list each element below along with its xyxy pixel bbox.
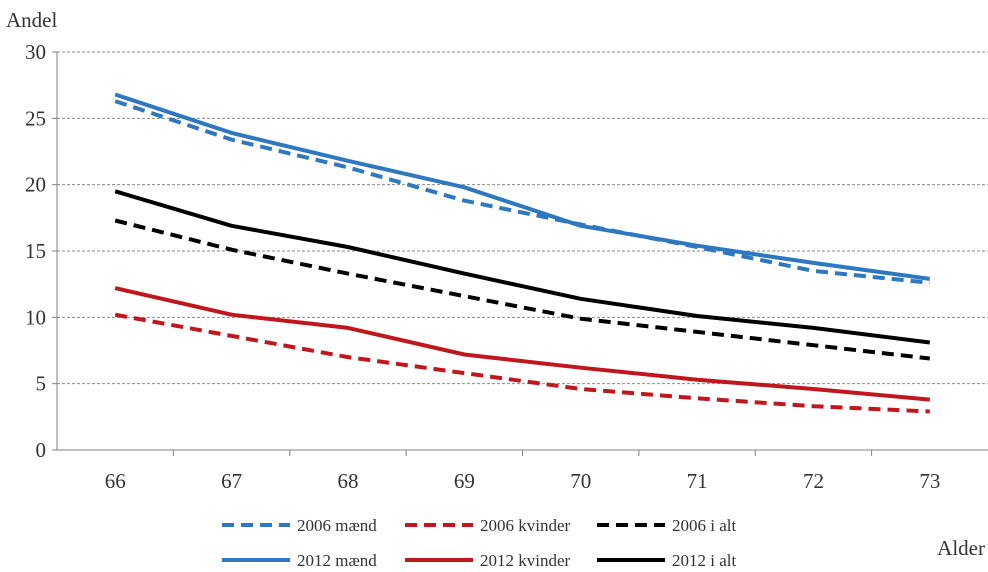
x-tick-labels: 66 67 68 69 70 71 72 73 bbox=[105, 469, 941, 493]
axes bbox=[52, 51, 988, 456]
y-tick-label: 20 bbox=[25, 173, 46, 197]
x-tick-label: 66 bbox=[105, 469, 126, 493]
x-tick-label: 71 bbox=[687, 469, 708, 493]
legend-label: 2012 kvinder bbox=[480, 551, 571, 570]
x-tick-label: 73 bbox=[919, 469, 940, 493]
series-lines bbox=[114, 92, 931, 414]
series-line-3 bbox=[114, 92, 931, 281]
y-tick-label: 10 bbox=[25, 305, 46, 329]
x-tick-label: 67 bbox=[221, 469, 242, 493]
x-tick-label: 68 bbox=[337, 469, 358, 493]
legend-label: 2012 i alt bbox=[672, 551, 736, 570]
legend-item: 2012 i alt bbox=[597, 551, 736, 570]
series-line-0 bbox=[114, 99, 931, 285]
x-tick-label: 70 bbox=[570, 469, 591, 493]
y-tick-label: 30 bbox=[25, 40, 46, 64]
legend-item: 2012 kvinder bbox=[405, 551, 571, 570]
y-tick-label: 25 bbox=[25, 106, 46, 130]
x-tick-label: 69 bbox=[454, 469, 475, 493]
legend-label: 2006 mænd bbox=[297, 516, 377, 535]
legend-label: 2012 mænd bbox=[297, 551, 377, 570]
x-axis-title: Alder bbox=[937, 536, 985, 560]
x-tick-label: 72 bbox=[803, 469, 824, 493]
legend-item: 2006 i alt bbox=[597, 516, 736, 535]
legend-label: 2006 i alt bbox=[672, 516, 736, 535]
gridlines bbox=[57, 51, 988, 385]
series-line-4 bbox=[114, 286, 930, 402]
y-tick-label: 15 bbox=[25, 239, 46, 263]
y-tick-label: 0 bbox=[36, 438, 47, 462]
y-tick-label: 5 bbox=[36, 372, 47, 396]
legend-item: 2012 mænd bbox=[222, 551, 377, 570]
legend-item: 2006 mænd bbox=[222, 516, 377, 535]
legend-item: 2006 kvinder bbox=[405, 516, 571, 535]
series-line-2 bbox=[114, 218, 931, 361]
legend: 2006 mænd 2006 kvinder 2006 i alt 2012 mænd… bbox=[222, 516, 736, 570]
series-line-5 bbox=[114, 189, 931, 345]
legend-label: 2006 kvinder bbox=[480, 516, 571, 535]
y-tick-labels: 0 5 10 15 20 25 30 bbox=[25, 40, 46, 462]
series-line-1 bbox=[114, 312, 930, 414]
y-axis-title: Andel bbox=[6, 8, 57, 32]
